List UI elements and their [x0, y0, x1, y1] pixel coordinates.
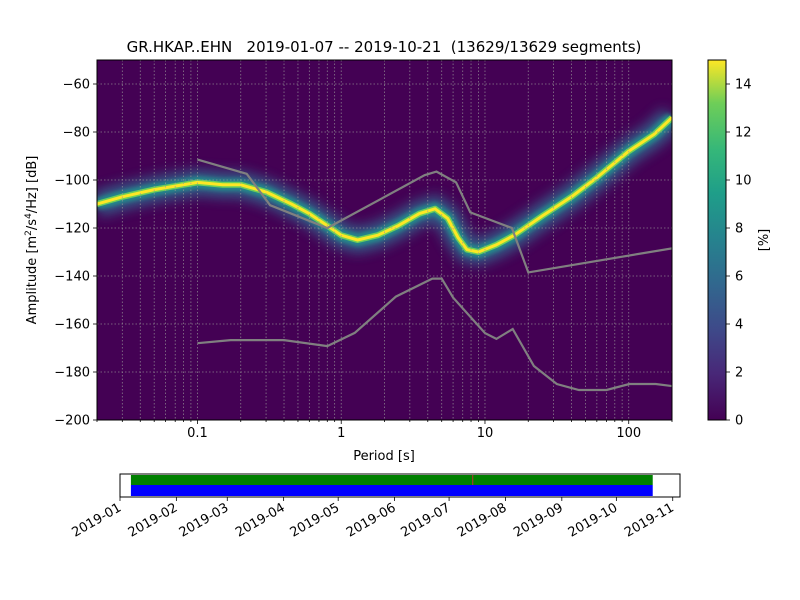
- date-tick-label: 2019-07: [399, 500, 454, 540]
- date-tick-label: 2019-11: [622, 500, 677, 540]
- y-tick-label: −60: [63, 78, 90, 93]
- y-axis-label: Amplitude [m2/s4/Hz] [dB]: [24, 156, 40, 325]
- y-tick-label: −140: [54, 270, 90, 285]
- colorbar-tick-label: 0: [735, 414, 743, 429]
- new-high-noise-model-line: [197, 158, 672, 274]
- x-axis-ticks: 0.1 1 10 100: [96, 420, 673, 441]
- colorbar-tick-label: 8: [735, 222, 743, 237]
- colorbar-ticks: 0 2 4 6 8 10 12 14: [726, 78, 752, 429]
- data-available-bar: [130, 475, 653, 485]
- y-tick-label: −180: [54, 366, 90, 381]
- grid-lines: [96, 60, 673, 421]
- y-axis-ticks: −60 −80 −100 −120 −140 −160 −180 −200: [54, 78, 97, 429]
- date-tick-label: 2019-06: [344, 500, 399, 540]
- colorbar-tick-label: 10: [735, 174, 752, 189]
- date-tick-label: 2019-04: [233, 500, 288, 540]
- date-tick-label: 2019-01: [69, 500, 124, 540]
- availability-bars: [130, 475, 653, 496]
- new-low-noise-model-line: [197, 277, 672, 392]
- x-tick-label: 100: [616, 426, 641, 441]
- y-tick-label: −160: [54, 318, 90, 333]
- chart-title: GR.HKAP..EHN 2019-01-07 -- 2019-10-21 (1…: [127, 38, 642, 56]
- colorbar-tick-label: 2: [735, 366, 743, 381]
- heatmap-layer: [97, 108, 672, 265]
- psd-heatmap-plot: 0.1 1 10 100 −60 −80 −100 −120 −140 −160 −180 −200…: [24, 38, 673, 464]
- colorbar-tick-label: 4: [735, 318, 743, 333]
- colorbar-tick-label: 14: [735, 78, 752, 93]
- y-tick-label: −80: [63, 126, 90, 141]
- noise-model-curves: [197, 158, 672, 392]
- x-tick-label: 0.1: [187, 426, 208, 441]
- colorbar-label: [%]: [757, 229, 772, 252]
- date-tick-label: 2019-08: [455, 500, 510, 540]
- date-tick-label: 2019-09: [511, 500, 566, 540]
- y-tick-label: −120: [54, 222, 90, 237]
- date-tick-label: 2019-10: [566, 500, 621, 540]
- psd-mode-line: [97, 116, 672, 254]
- colorbar-tick-label: 12: [735, 126, 752, 141]
- date-tick-label: 2019-05: [288, 500, 343, 540]
- date-tick-label: 2019-03: [177, 500, 232, 540]
- x-axis-label: Period [s]: [353, 449, 415, 464]
- y-tick-label: −200: [54, 414, 90, 429]
- colorbar: 0 2 4 6 8 10 12 14 [%]: [707, 59, 772, 429]
- data-used-bar: [130, 485, 653, 496]
- y-tick-label: −100: [54, 174, 90, 189]
- x-tick-label: 1: [337, 426, 345, 441]
- date-tick-label: 2019-02: [126, 500, 181, 540]
- colorbar-tick-label: 6: [735, 270, 743, 285]
- x-tick-label: 10: [477, 426, 494, 441]
- colorbar-gradient: [707, 59, 727, 421]
